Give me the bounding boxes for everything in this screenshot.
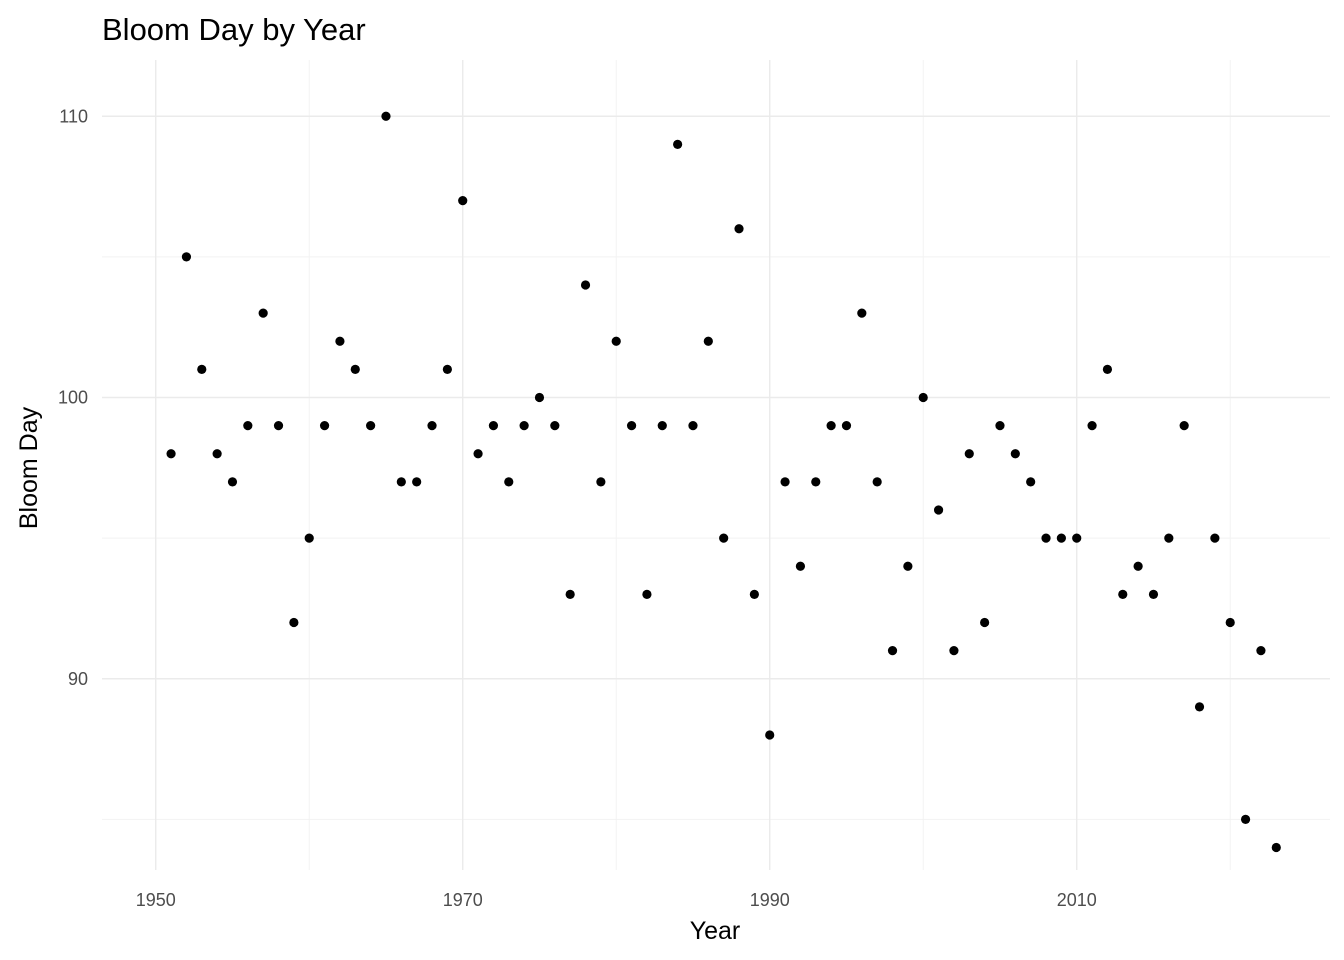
- data-point: [841, 421, 852, 431]
- data-point: [488, 421, 499, 431]
- data-point: [458, 196, 468, 206]
- data-point: [1118, 589, 1128, 599]
- data-point: [1133, 561, 1143, 571]
- data-point: [580, 280, 591, 290]
- data-point: [427, 421, 437, 431]
- data-point: [657, 421, 667, 431]
- y-axis-ticks: 90 100 110: [58, 106, 88, 689]
- data-point: [626, 421, 637, 431]
- data-point: [1102, 364, 1113, 374]
- data-point: [412, 477, 422, 487]
- data-point: [964, 449, 974, 459]
- data-point: [688, 421, 698, 431]
- data-point: [918, 392, 928, 403]
- data-point: [887, 646, 898, 656]
- grid: [102, 60, 1330, 870]
- data-point: [1179, 421, 1189, 431]
- data-point: [319, 421, 330, 431]
- data-point: [642, 589, 652, 599]
- data-point: [811, 477, 821, 487]
- data-point: [166, 449, 176, 459]
- y-axis-title: Bloom Day: [15, 406, 43, 529]
- data-point: [504, 477, 514, 487]
- data-point: [534, 392, 545, 403]
- data-point: [933, 505, 944, 515]
- data-point: [1041, 533, 1051, 543]
- data-point: [765, 730, 775, 740]
- data-point: [596, 477, 606, 487]
- data-point: [258, 308, 268, 318]
- data-point: [980, 617, 990, 628]
- data-point: [780, 477, 790, 487]
- data-point: [1240, 814, 1251, 824]
- chart-title: Bloom Day by Year: [102, 12, 366, 47]
- data-point: [1164, 533, 1174, 543]
- data-point: [1148, 589, 1159, 599]
- data-point: [795, 561, 806, 571]
- data-point: [703, 336, 713, 346]
- y-tick-label: 110: [59, 106, 88, 126]
- data-point: [1194, 702, 1205, 712]
- data-point: [995, 421, 1005, 431]
- data-point: [749, 589, 759, 599]
- x-tick-label: 1950: [136, 890, 176, 910]
- data-point: [719, 533, 729, 543]
- data-point: [734, 224, 744, 234]
- data-point: [550, 421, 560, 431]
- data-point: [826, 421, 836, 431]
- x-tick-label: 2010: [1057, 890, 1097, 910]
- data-point: [243, 421, 253, 431]
- data-point: [1271, 842, 1281, 853]
- data-point: [1210, 533, 1220, 543]
- data-point: [366, 421, 376, 431]
- data-point: [289, 617, 299, 628]
- x-axis-title: Year: [690, 917, 741, 945]
- data-point: [1087, 421, 1097, 431]
- data-point: [611, 336, 621, 346]
- data-point: [442, 364, 452, 374]
- data-point: [565, 589, 575, 599]
- data-point: [473, 449, 483, 459]
- data-point: [1026, 477, 1036, 487]
- x-axis-ticks: 1950 1970 1990 2010: [136, 890, 1097, 910]
- data-point: [673, 139, 683, 149]
- data-point: [903, 561, 913, 571]
- y-tick-label: 100: [58, 388, 88, 408]
- data-point: [350, 364, 360, 374]
- data-point: [335, 336, 345, 346]
- data-point: [197, 364, 207, 374]
- data-point: [1256, 646, 1266, 656]
- data-point: [1225, 617, 1235, 628]
- data-point: [181, 252, 192, 262]
- data-point: [212, 449, 222, 459]
- x-tick-label: 1990: [750, 890, 790, 910]
- data-point: [857, 308, 867, 318]
- x-tick-label: 1970: [443, 890, 483, 910]
- data-point: [949, 646, 959, 656]
- data-point: [273, 421, 284, 431]
- data-points: [166, 111, 1281, 853]
- data-point: [396, 477, 406, 487]
- y-tick-label: 90: [68, 669, 88, 689]
- data-point: [227, 477, 238, 487]
- data-point: [381, 111, 391, 121]
- data-point: [1056, 533, 1066, 543]
- data-point: [1072, 533, 1082, 543]
- data-point: [304, 533, 314, 543]
- data-point: [1010, 449, 1020, 459]
- data-point: [519, 421, 529, 431]
- data-point: [872, 477, 882, 487]
